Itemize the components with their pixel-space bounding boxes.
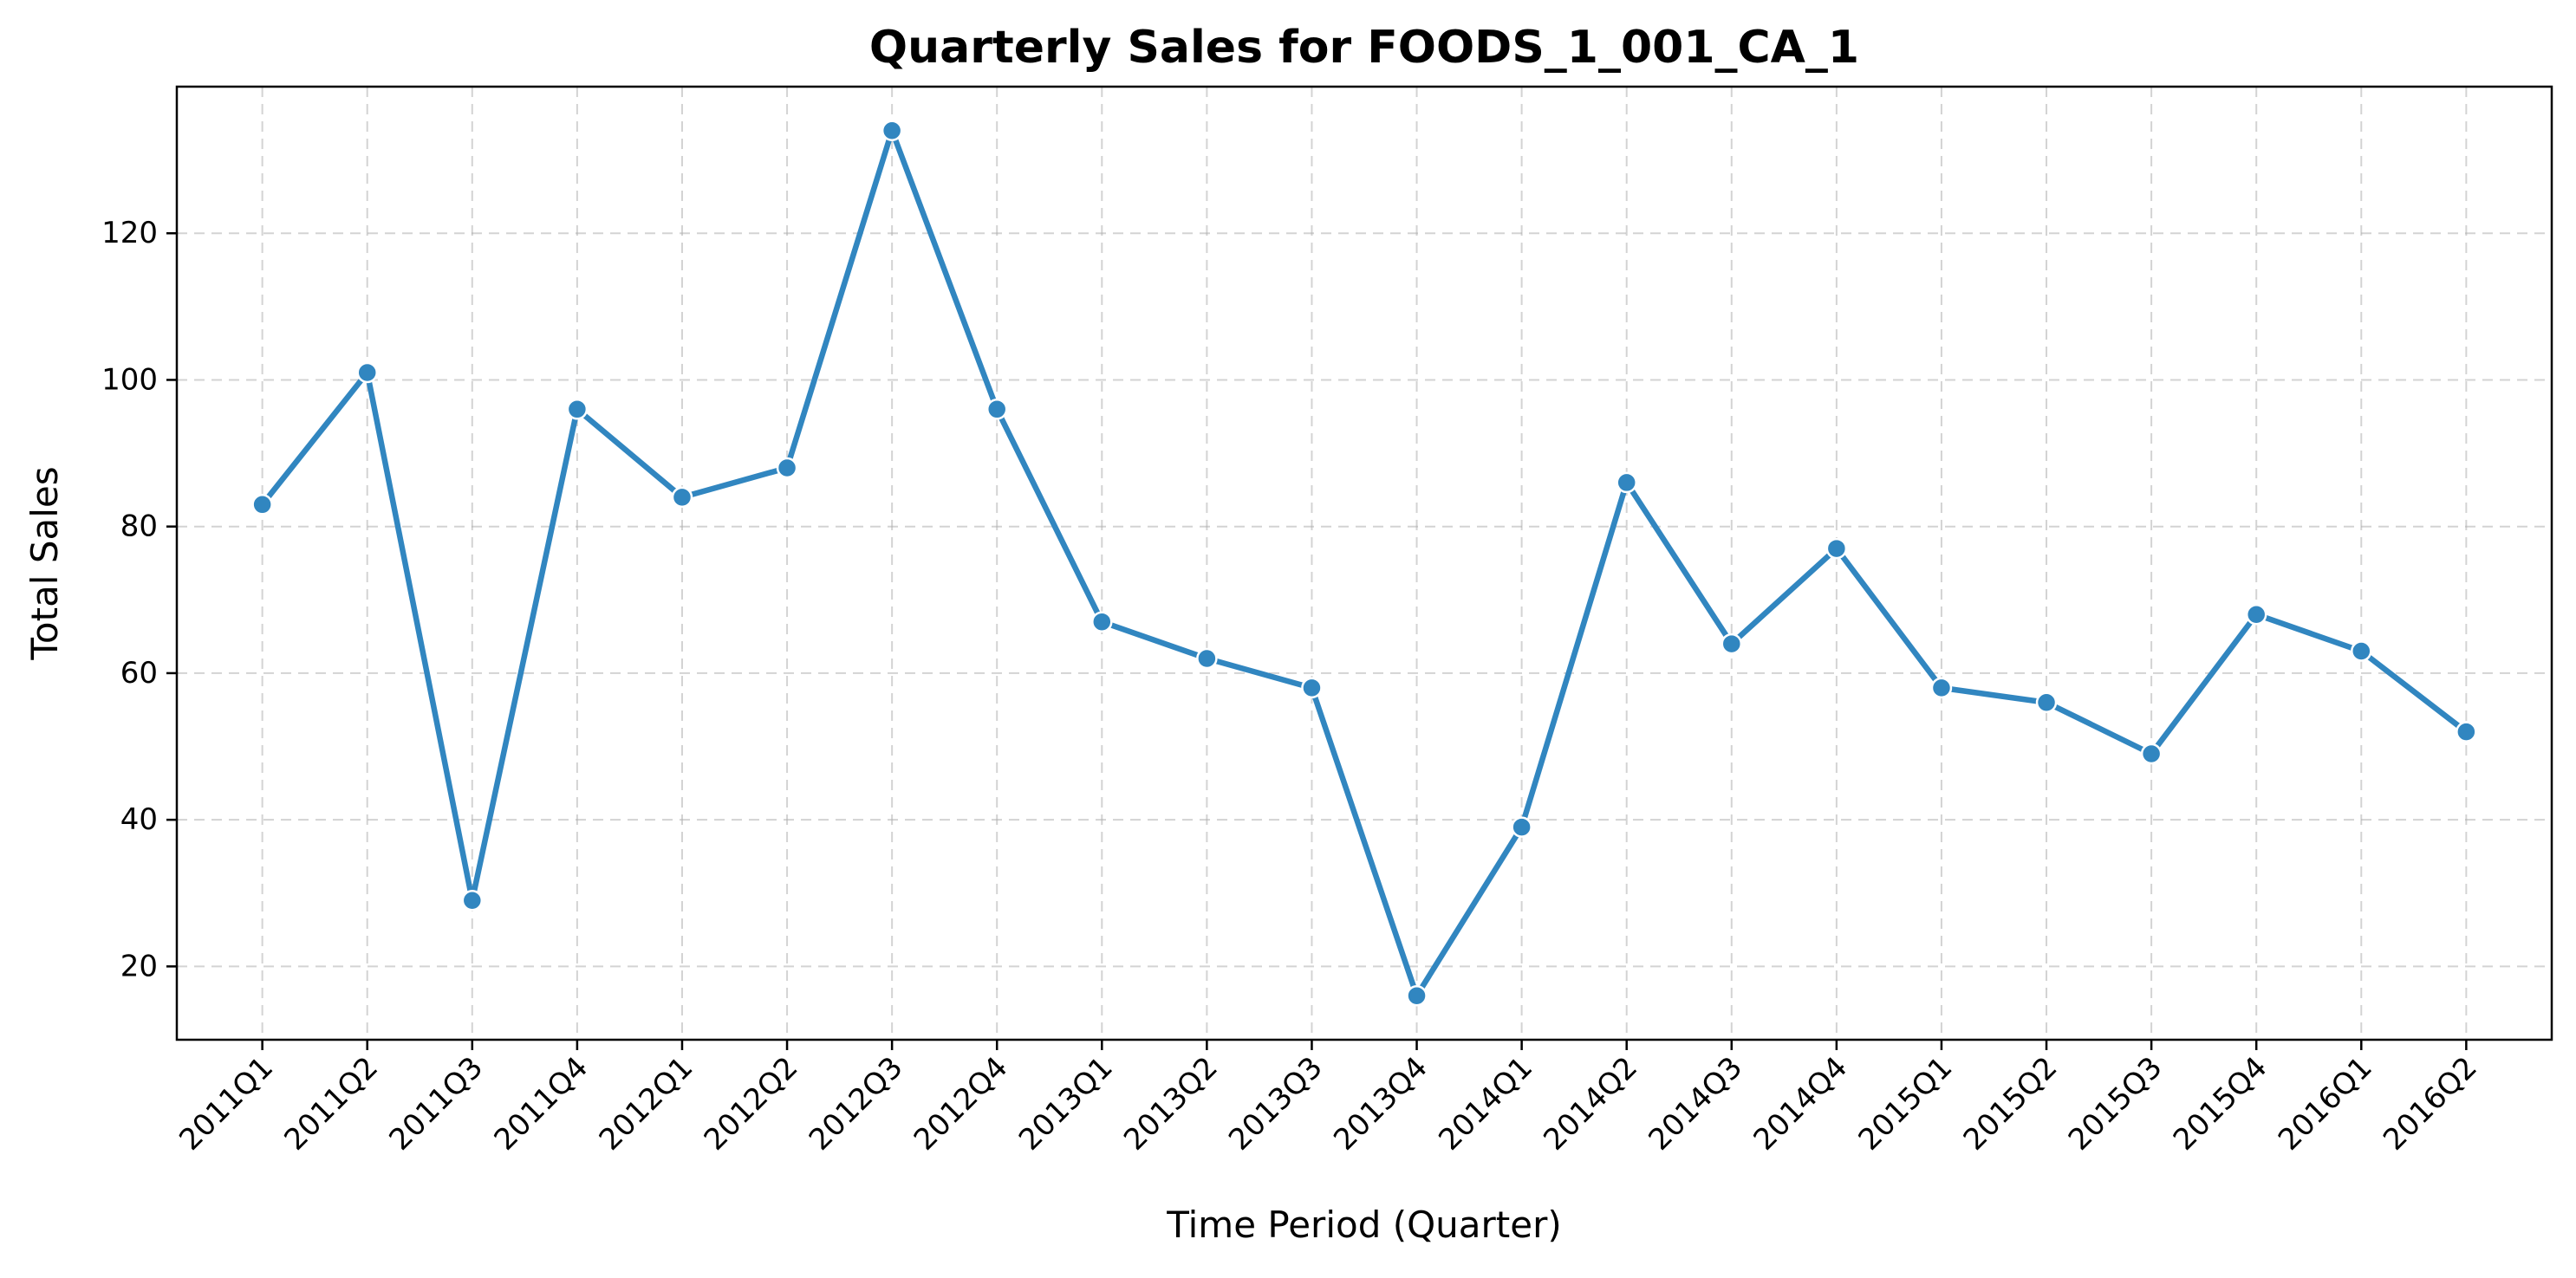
- data-point: [2351, 640, 2372, 662]
- x-axis-label: Time Period (Quarter): [1166, 1203, 1561, 1246]
- data-point: [2245, 603, 2267, 626]
- plot-area-frame: [175, 85, 2553, 1041]
- data-point: [1511, 816, 1532, 838]
- data-point: [461, 889, 484, 911]
- data-point: [566, 399, 589, 420]
- series-group: [251, 120, 2477, 1007]
- y-tick-label: 80: [120, 509, 158, 544]
- grid-lines: [177, 87, 2552, 1040]
- series-line: [259, 127, 2469, 999]
- data-point: [986, 399, 1008, 420]
- y-tick-label: 20: [120, 949, 158, 983]
- data-point: [1616, 471, 1637, 494]
- data-point: [776, 457, 798, 479]
- data-point: [1196, 647, 1218, 670]
- data-point: [1721, 633, 1743, 655]
- y-tick-label: 120: [101, 216, 158, 250]
- data-point: [2140, 743, 2163, 765]
- data-point: [671, 486, 693, 509]
- data-point: [1091, 611, 1113, 633]
- data-point: [2456, 721, 2477, 743]
- data-point: [1406, 984, 1428, 1007]
- data-point: [881, 120, 903, 142]
- y-tick-label: 100: [101, 362, 158, 397]
- y-tick-label: 60: [120, 656, 158, 691]
- y-tick-label: 40: [120, 802, 158, 837]
- data-point: [251, 494, 273, 516]
- chart-title: Quarterly Sales for FOODS_1_001_CA_1: [869, 22, 1859, 74]
- data-point: [2035, 691, 2058, 714]
- data-point: [1825, 537, 1848, 560]
- y-axis-label: Total Sales: [23, 466, 66, 660]
- data-point: [1301, 677, 1323, 699]
- data-point: [356, 361, 378, 384]
- data-point: [1930, 677, 1953, 699]
